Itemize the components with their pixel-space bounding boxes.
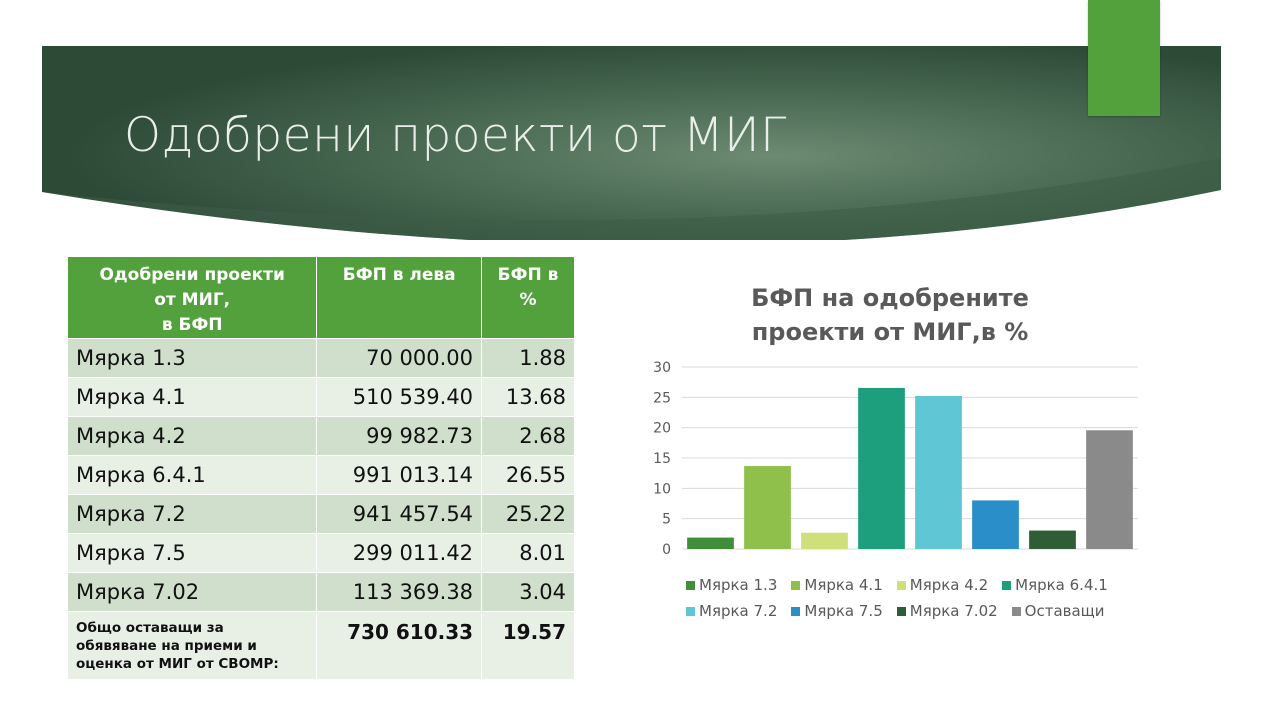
- header-percent: БФП в %: [481, 256, 575, 339]
- row-label: Мярка 4.2: [66, 416, 318, 456]
- row-label: Мярка 4.1: [66, 377, 318, 417]
- y-tick-label: 30: [653, 360, 671, 376]
- legend-swatch: [686, 580, 695, 590]
- y-tick-label: 25: [653, 390, 671, 406]
- table-row: Мярка 7.2 941 457.54 25.22: [66, 494, 575, 534]
- legend-item: Оставащи: [1011, 602, 1105, 620]
- row-percent: 1.88: [481, 338, 575, 378]
- legend-label: Мярка 6.4.1: [1015, 576, 1108, 594]
- legend-label: Мярка 7.5: [804, 602, 883, 620]
- chart-legend: Мярка 1.3 Мярка 4.1 Мярка 4.2 Мярка 6.4.1 Мя…: [686, 572, 1156, 624]
- legend-item: Мярка 1.3: [686, 576, 777, 594]
- table-header-row: Одобрени проекти от МИГ, в БФП БФП в лев…: [66, 256, 575, 339]
- row-percent: 25.22: [481, 494, 575, 534]
- y-tick-label: 5: [662, 512, 671, 528]
- row-label: Мярка 1.3: [66, 338, 318, 378]
- legend-item: Мярка 7.2: [686, 602, 777, 620]
- y-tick-label: 15: [653, 451, 671, 467]
- bar-мярка-7-2: [915, 395, 962, 549]
- row-percent: 3.04: [481, 572, 575, 612]
- legend-label: Оставащи: [1024, 602, 1105, 620]
- row-label: Мярка 6.4.1: [66, 455, 318, 495]
- legend-label: Мярка 7.2: [699, 602, 778, 620]
- legend-swatch: [896, 580, 906, 590]
- legend-swatch: [1002, 580, 1012, 590]
- row-amount: 941 457.54: [316, 494, 483, 534]
- table-total-row: Общо оставащи за обявяване на приеми и о…: [66, 611, 575, 680]
- header-projects: Одобрени проекти от МИГ, в БФП: [66, 256, 318, 339]
- legend-row: Мярка 1.3 Мярка 4.1 Мярка 4.2 Мярка 6.4.1: [686, 572, 1156, 598]
- row-percent: 2.68: [481, 416, 575, 456]
- total-amount: 730 610.33: [316, 611, 483, 680]
- row-amount: 510 539.40: [316, 377, 483, 417]
- row-label: Мярка 7.5: [66, 533, 318, 573]
- y-tick-label: 10: [653, 481, 671, 497]
- bar-chart: 0 5 10 15 20 25 30: [653, 360, 1138, 558]
- title-banner: [42, 46, 1221, 240]
- bar-мярка-6-4-1: [858, 387, 905, 549]
- row-percent: 13.68: [481, 377, 575, 417]
- bar-оставащи: [1086, 430, 1133, 549]
- row-percent: 8.01: [481, 533, 575, 573]
- legend-row: Мярка 7.2 Мярка 7.5 Мярка 7.02 Оставащи: [686, 598, 1156, 624]
- legend-item: Мярка 6.4.1: [1002, 576, 1108, 594]
- y-tick-label: 20: [653, 421, 671, 437]
- row-amount: 991 013.14: [316, 455, 483, 495]
- bar-мярка-4-2: [801, 532, 848, 549]
- chart-title: БФП на одобрените проекти от МИГ,в %: [751, 284, 1029, 346]
- row-amount: 99 982.73: [316, 416, 483, 456]
- legend-label: Мярка 1.3: [699, 576, 778, 594]
- slide-title: Одобрени проекти от МИГ: [124, 108, 787, 163]
- legend-item: Мярка 4.2: [896, 576, 989, 594]
- row-label: Мярка 7.2: [66, 494, 318, 534]
- bar-мярка-1-3: [687, 537, 734, 549]
- header-amount: БФП в лева: [316, 256, 483, 339]
- table-row: Мярка 6.4.1 991 013.14 26.55: [66, 455, 575, 495]
- row-amount: 113 369.38: [316, 572, 483, 612]
- legend-swatch: [1011, 606, 1021, 616]
- table-row: Мярка 4.1 510 539.40 13.68: [66, 377, 575, 417]
- legend-swatch: [686, 606, 695, 616]
- legend-label: Мярка 4.1: [804, 576, 883, 594]
- row-label: Мярка 7.02: [66, 572, 318, 612]
- bar-мярка-7-02: [1029, 530, 1076, 549]
- total-label: Общо оставащи за обявяване на приеми и о…: [66, 611, 318, 680]
- legend-swatch: [791, 580, 801, 590]
- row-percent: 26.55: [481, 455, 575, 495]
- bar-мярка-4-1: [744, 466, 791, 549]
- row-amount: 299 011.42: [316, 533, 483, 573]
- legend-item: Мярка 7.02: [896, 602, 998, 620]
- legend-swatch: [791, 606, 801, 616]
- table-row: Мярка 7.02 113 369.38 3.04: [66, 572, 575, 612]
- bar-мярка-7-5: [972, 500, 1019, 549]
- legend-label: Мярка 4.2: [909, 576, 989, 594]
- total-percent: 19.57: [481, 611, 575, 680]
- table-row: Мярка 7.5 299 011.42 8.01: [66, 533, 575, 573]
- legend-item: Мярка 4.1: [791, 576, 883, 594]
- legend-item: Мярка 7.5: [791, 602, 883, 620]
- table-row: Мярка 1.3 70 000.00 1.88: [66, 338, 575, 378]
- legend-label: Мярка 7.02: [909, 602, 998, 620]
- funding-table: Одобрени проекти от МИГ, в БФП БФП в лев…: [66, 256, 575, 680]
- row-amount: 70 000.00: [316, 338, 483, 378]
- table-row: Мярка 4.2 99 982.73 2.68: [66, 416, 575, 456]
- accent-block: [1088, 0, 1160, 116]
- legend-swatch: [896, 606, 906, 616]
- y-tick-label: 0: [662, 542, 671, 558]
